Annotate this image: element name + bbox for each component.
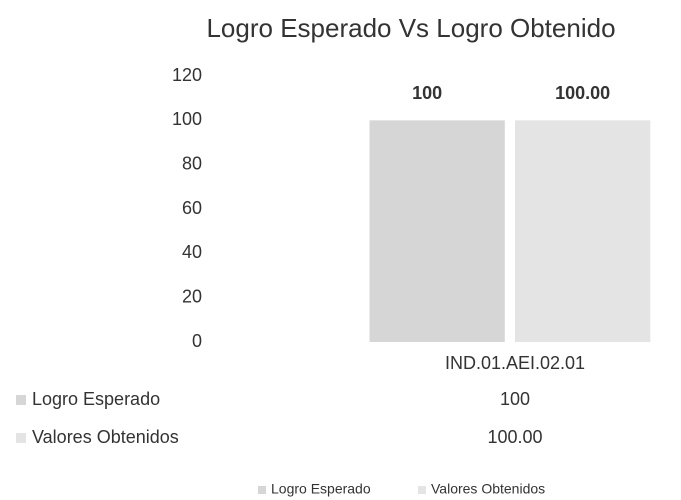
- y-tick-label: 60: [182, 198, 202, 218]
- y-tick-label: 100: [172, 109, 202, 129]
- y-tick-label: 0: [192, 331, 202, 351]
- table-row-label: Valores Obtenidos: [32, 427, 179, 447]
- legend-key: [258, 486, 266, 494]
- bar: [369, 120, 505, 342]
- table-legend-key: [16, 395, 26, 405]
- legend-label: Logro Esperado: [271, 481, 371, 497]
- legend-label: Valores Obtenidos: [431, 481, 545, 497]
- table-legend-key: [16, 433, 26, 443]
- table-cell: 100: [500, 389, 530, 409]
- bar: [515, 120, 651, 342]
- legend-key: [418, 486, 426, 494]
- table-cell: 100.00: [487, 427, 542, 447]
- y-tick-label: 80: [182, 153, 202, 173]
- value-label: 100: [412, 83, 442, 103]
- x-tick-label: IND.01.AEI.02.01: [445, 353, 585, 373]
- chart-title: Logro Esperado Vs Logro Obtenido: [206, 13, 615, 43]
- y-tick-label: 20: [182, 286, 202, 306]
- y-tick-label: 40: [182, 242, 202, 262]
- y-tick-label: 120: [172, 65, 202, 85]
- value-label: 100.00: [555, 83, 610, 103]
- table-row-label: Logro Esperado: [32, 389, 160, 409]
